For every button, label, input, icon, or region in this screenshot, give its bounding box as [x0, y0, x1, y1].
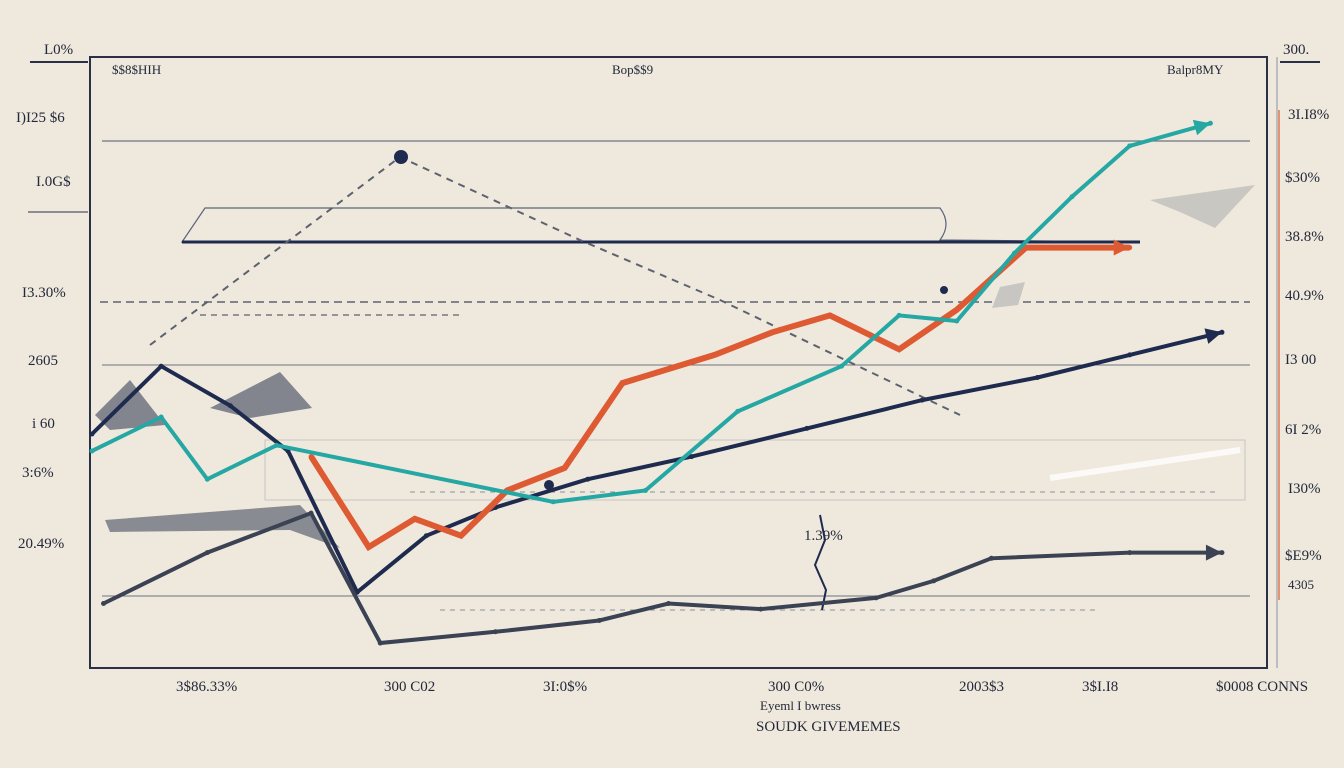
y-left-tick-labels: I)I25 $6 I.0G$ I3.30% 2605 i 60 3:6% 20.…	[16, 110, 71, 552]
data-point	[1069, 194, 1075, 200]
data-point	[89, 431, 95, 437]
y-right-tick-label: 6I 2%	[1285, 422, 1321, 438]
data-point	[204, 550, 210, 556]
data-point	[1127, 352, 1133, 358]
x-tick-label: 3I:0$%	[543, 679, 587, 695]
data-point	[873, 595, 879, 601]
data-point	[273, 442, 279, 448]
x-tick-label: 300 C0%	[768, 679, 824, 695]
y-left-tick-label: I.0G$	[36, 174, 71, 190]
series-arrowhead	[1205, 544, 1222, 561]
corner-label-top-left: L0%	[44, 42, 73, 58]
header-label: Bop$$9	[612, 62, 653, 77]
data-point	[101, 601, 107, 606]
data-point	[896, 312, 902, 318]
y-left-tick-label: I)I25 $6	[16, 110, 65, 126]
y-right-tick-labels: 3I.I8% $30% 38.8% 40.9% I3 00 6I 2% I30%…	[1285, 107, 1329, 592]
x-tick-labels: 3$86.33% 300 C02 3I:0$% 300 C0% 2003$3 3…	[176, 679, 1308, 695]
data-point	[158, 414, 164, 420]
corner-labels: L0% 300.	[44, 42, 1309, 58]
data-point	[758, 606, 764, 612]
data-point	[158, 363, 164, 369]
data-point	[988, 555, 994, 561]
data-point	[412, 516, 418, 522]
y-left-tick-label: I3.30%	[22, 285, 66, 301]
data-point	[931, 578, 937, 584]
y-left-tick-label: i 60	[32, 416, 55, 432]
data-point	[896, 346, 902, 352]
data-point	[1127, 143, 1133, 149]
y-left-tick-label: 3:6%	[22, 465, 54, 481]
series-navy	[89, 328, 1225, 596]
header-labels: $$8$HIH Bop$$9 Balpr8MY	[112, 62, 1224, 77]
header-label: Balpr8MY	[1167, 62, 1224, 77]
data-point	[1011, 250, 1017, 256]
x-axis-label-line1: Eyeml I bwress	[760, 698, 841, 713]
y-right-tick-label: I30%	[1288, 481, 1321, 497]
data-point	[377, 640, 383, 646]
data-point	[954, 318, 960, 324]
data-point	[585, 476, 591, 482]
data-point	[89, 448, 95, 454]
plot-frame	[28, 56, 1320, 669]
x-tick-label: 3$I.I8	[1082, 679, 1118, 695]
series-teal	[89, 119, 1213, 505]
data-point	[1127, 550, 1133, 556]
inline-value-label: 1.39%	[804, 528, 843, 544]
data-point	[550, 499, 556, 505]
data-point	[666, 601, 671, 606]
header-label: $$8$HIH	[112, 62, 161, 77]
y-left-tick-label: 20.49%	[18, 536, 64, 552]
data-point	[919, 397, 925, 403]
data-point	[642, 488, 648, 493]
data-point	[423, 533, 429, 539]
data-point	[619, 380, 625, 386]
y-right-tick-label: 38.8%	[1285, 229, 1324, 245]
data-point	[689, 454, 695, 460]
data-point	[227, 403, 233, 409]
data-point	[308, 510, 314, 516]
y-right-tick-label: 40.9%	[1285, 288, 1324, 304]
data-point	[308, 454, 314, 460]
data-point	[366, 544, 372, 550]
data-point	[735, 408, 741, 414]
series-orange	[308, 239, 1133, 552]
data-point	[838, 363, 844, 369]
series-line	[102, 510, 1222, 646]
y-right-tick-label: 3I.I8%	[1288, 107, 1329, 123]
y-left-tick-label: 2605	[28, 353, 58, 369]
data-point	[458, 533, 464, 539]
data-point	[769, 329, 775, 335]
series-line	[91, 121, 1211, 504]
y-right-tick-label: $E9%	[1285, 548, 1322, 564]
y-right-tick-label: 4305	[1288, 577, 1314, 592]
data-point	[562, 465, 568, 471]
data-point	[493, 629, 499, 635]
data-point	[827, 312, 833, 318]
y-right-tick-label: I3 00	[1285, 352, 1316, 368]
series-layer	[89, 119, 1225, 646]
data-point	[804, 425, 810, 431]
series-line	[90, 330, 1223, 596]
x-tick-label: 2003$3	[959, 679, 1004, 695]
x-axis-label-line2: SOUDK GIVEMEMES	[756, 719, 901, 735]
corner-label-top-right: 300.	[1283, 42, 1309, 58]
series-slate	[101, 510, 1225, 646]
x-tick-label: 300 C02	[384, 679, 435, 695]
data-point	[954, 307, 960, 313]
series-arrowhead	[1204, 328, 1222, 344]
series-line	[308, 244, 1130, 552]
data-point	[712, 352, 718, 358]
data-point	[1023, 245, 1029, 251]
data-point	[1034, 375, 1040, 380]
series-arrowhead	[1113, 239, 1130, 256]
series-arrowhead	[1192, 119, 1211, 136]
data-point	[596, 617, 602, 623]
y-right-tick-label: $30%	[1285, 170, 1320, 186]
x-tick-label: $0008 CONNS	[1216, 679, 1308, 695]
data-point	[204, 476, 210, 482]
x-tick-label: 3$86.33%	[176, 679, 237, 695]
